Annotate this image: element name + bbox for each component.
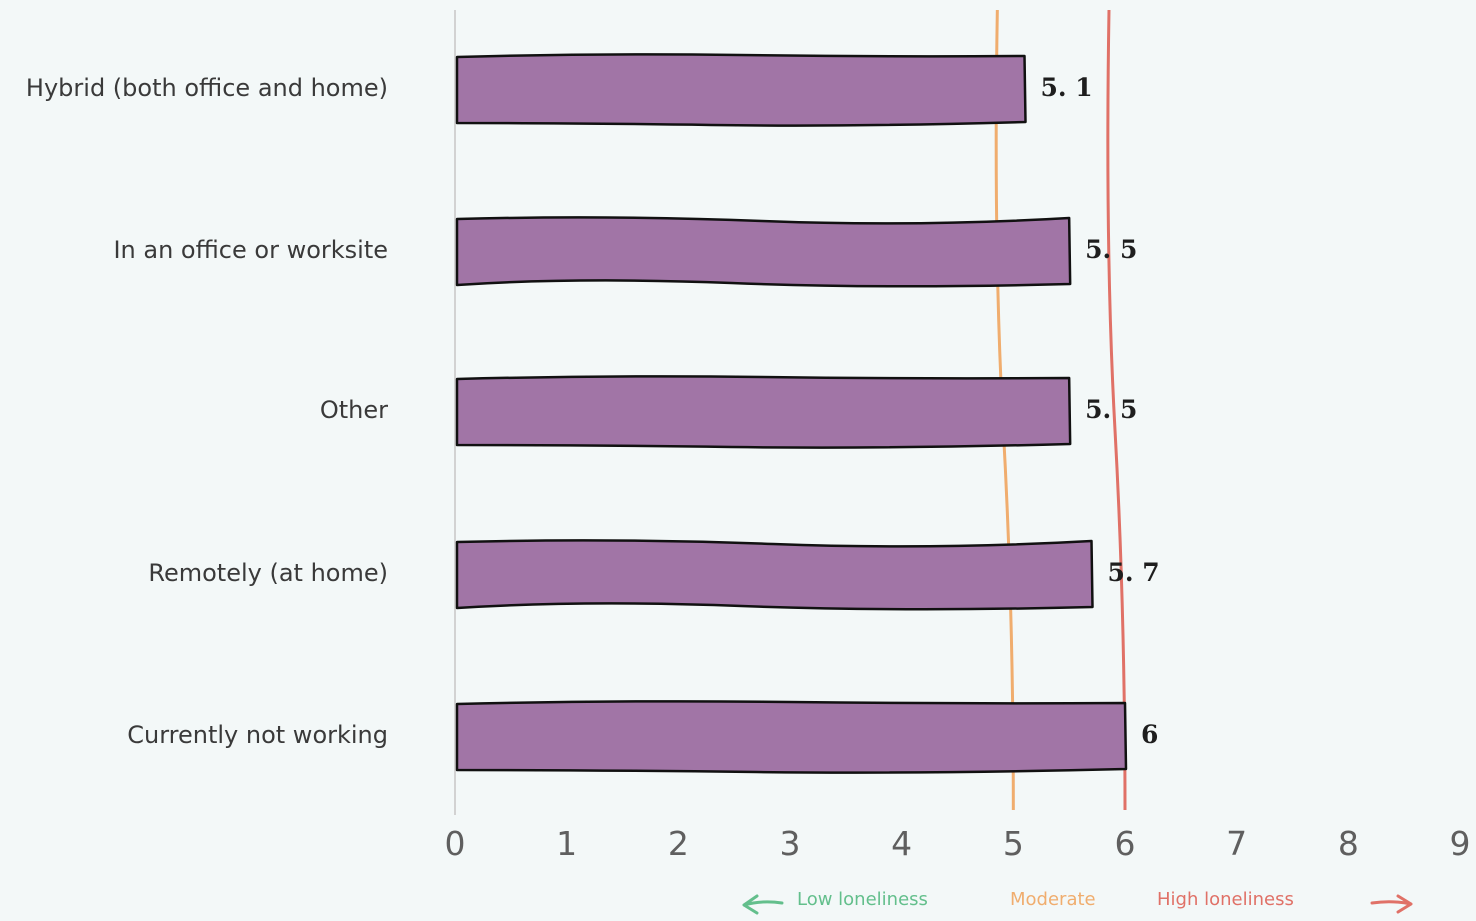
legend-high-loneliness: High loneliness [1157,889,1294,910]
legend-low-loneliness: Low loneliness [797,889,928,910]
reference-line-6 [1106,9,1127,811]
category-label-2: Other [320,396,388,424]
category-label-4: Currently not working [127,721,388,749]
value-label-2: 5. 5 [1085,395,1137,424]
legend: Low loneliness Moderate High loneliness [742,889,1413,915]
x-tick-label-4: 4 [891,824,912,863]
x-tick-label-9: 9 [1450,824,1471,863]
x-tick-label-2: 2 [668,824,689,863]
value-label-0: 5. 1 [1041,73,1093,102]
x-tick-label-3: 3 [780,824,801,863]
x-tick-label-1: 1 [556,824,577,863]
bar-3 [455,539,1094,611]
category-label-3: Remotely (at home) [148,559,388,587]
x-tick-label-7: 7 [1226,824,1247,863]
category-label-1: In an office or worksite [113,236,388,264]
arrow-right-icon [1370,894,1413,914]
category-label-0: Hybrid (both office and home) [26,74,388,102]
legend-moderate: Moderate [1010,889,1096,910]
x-tick-label-6: 6 [1115,824,1136,863]
value-label-3: 5. 7 [1108,558,1160,587]
bars [455,53,1128,774]
bar-2 [455,375,1072,449]
bar-4 [455,700,1128,774]
value-label-1: 5. 5 [1085,235,1137,264]
value-labels: 5. 1 5. 5 5. 5 5. 7 6 [1041,73,1160,749]
value-label-4: 6 [1141,720,1158,749]
arrow-left-icon [742,894,784,915]
x-tick-label-5: 5 [1003,824,1024,863]
category-labels: Hybrid (both office and home) In an offic… [26,74,388,749]
bar-1 [455,216,1072,288]
x-axis-ticks: 0 1 2 3 4 5 6 7 8 9 [445,824,1471,863]
x-tick-label-8: 8 [1338,824,1359,863]
bar-0 [455,53,1027,127]
x-tick-label-0: 0 [445,824,466,863]
